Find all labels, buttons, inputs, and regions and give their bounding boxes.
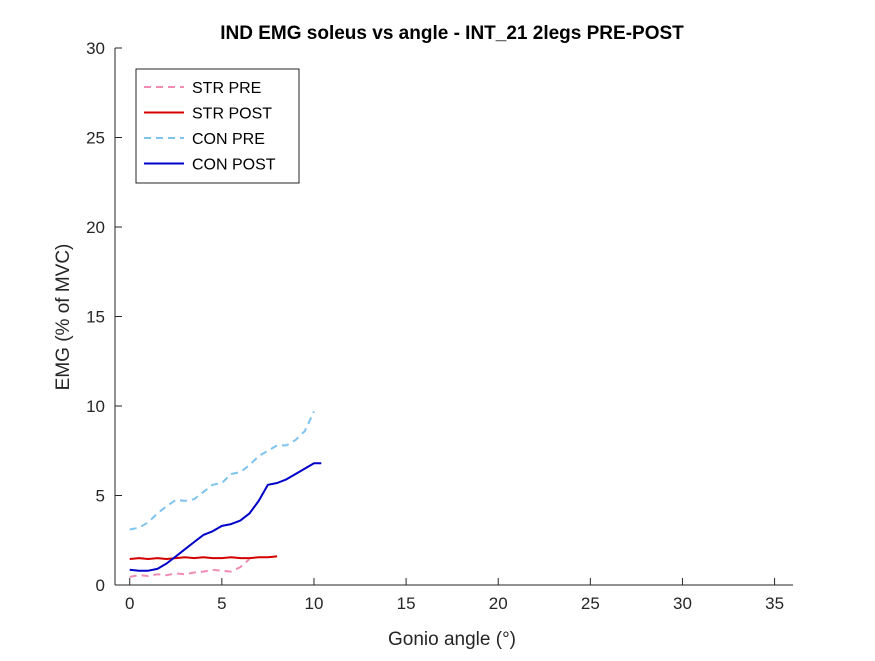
y-tick-label: 10 <box>86 397 105 416</box>
chart-title: IND EMG soleus vs angle - INT_21 2legs P… <box>220 23 684 44</box>
y-tick-label: 25 <box>86 129 105 148</box>
legend-label: CON POST <box>192 157 276 174</box>
x-tick-label: 20 <box>489 594 508 613</box>
x-tick-label: 25 <box>581 594 600 613</box>
series-line-str-pre <box>129 558 251 578</box>
x-tick-label: 10 <box>305 594 324 613</box>
series-line-con-post <box>129 462 322 572</box>
x-tick-label: 5 <box>217 594 226 613</box>
x-axis-title: Gonio angle (°) <box>388 629 516 650</box>
y-tick-label: 5 <box>96 487 105 506</box>
legend-label: STR PRE <box>192 80 261 97</box>
legend-label: CON PRE <box>192 131 265 148</box>
legend-label: STR POST <box>192 106 272 123</box>
series-line-str-post <box>129 555 278 560</box>
chart-legend: STR PRE STR POST CON PRE CON POST <box>135 68 300 184</box>
x-tick-label: 15 <box>397 594 416 613</box>
series-line-con-pre <box>129 410 315 531</box>
plot-area: 0 5 10 15 20 25 30 35 0 5 10 15 20 25 30 <box>86 39 793 613</box>
y-tick-label: 0 <box>96 576 105 595</box>
y-tick-label: 20 <box>86 218 105 237</box>
x-tick-label: 35 <box>765 594 784 613</box>
x-tick-label: 0 <box>125 594 134 613</box>
y-axis-title: EMG (% of MVC) <box>53 244 74 391</box>
x-tick-label: 30 <box>673 594 692 613</box>
y-tick-label: 15 <box>86 308 105 327</box>
y-tick-label: 30 <box>86 39 105 58</box>
